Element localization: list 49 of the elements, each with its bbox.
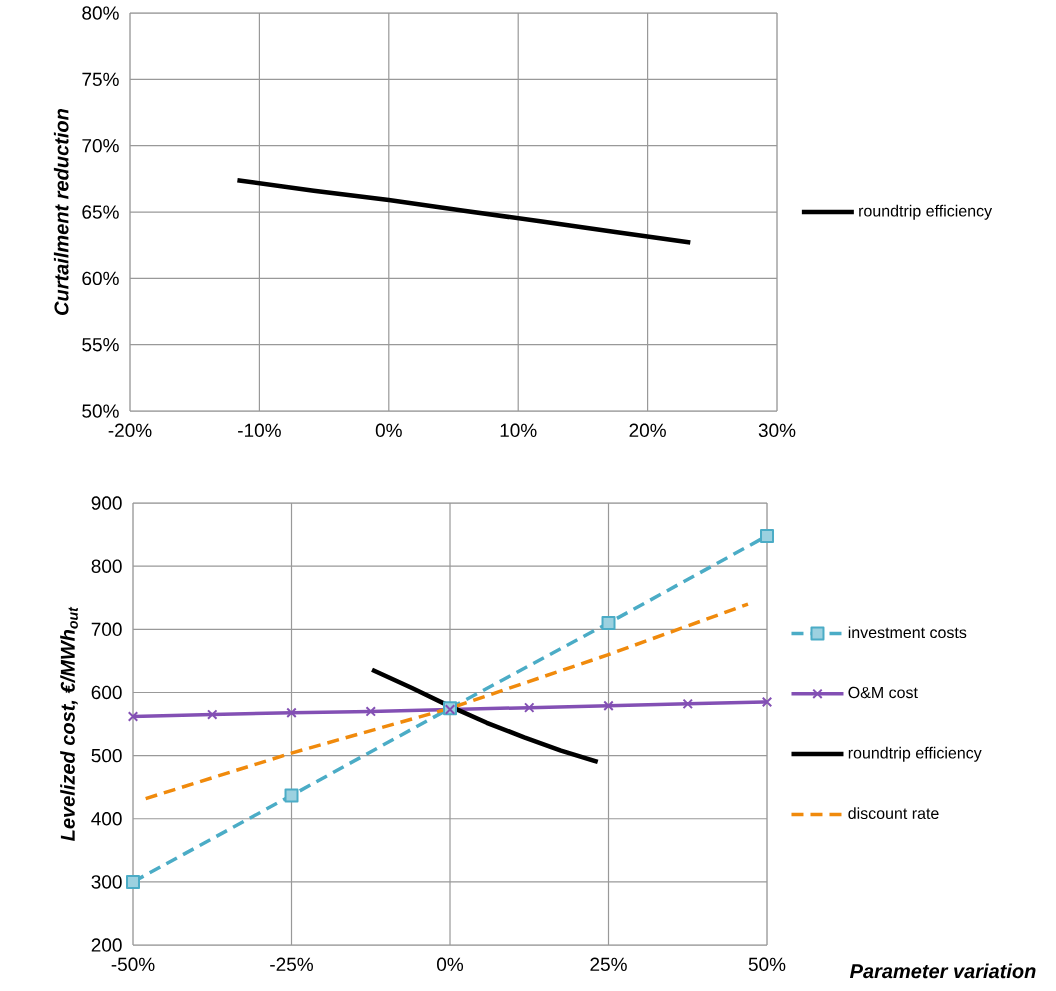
x-tick-label: 50% bbox=[748, 957, 786, 972]
y-tick-label: 50% bbox=[82, 404, 119, 418]
y-tick-label: 600 bbox=[91, 685, 122, 700]
point bbox=[761, 696, 773, 708]
y-axis-title: Curtailment reduction bbox=[53, 109, 69, 315]
point bbox=[603, 700, 614, 711]
y-tick-label: 55% bbox=[82, 338, 119, 352]
y-tick-label: 200 bbox=[91, 938, 122, 952]
y-axis-title: Levelized cost, €/MWh$_{out}$ bbox=[60, 606, 78, 841]
point bbox=[207, 709, 218, 720]
point bbox=[760, 528, 775, 543]
y-tick-label: 700 bbox=[91, 622, 122, 637]
point bbox=[682, 698, 693, 710]
x-tick-label: 0% bbox=[437, 957, 464, 972]
x-tick-label: -50% bbox=[111, 957, 155, 972]
y-tick-label: 900 bbox=[91, 496, 122, 510]
point bbox=[127, 711, 139, 722]
line-series bbox=[143, 602, 750, 801]
x-tick-label: -25% bbox=[270, 957, 313, 972]
legend-label: discount rate bbox=[848, 807, 939, 820]
y-tick-label: 75% bbox=[82, 72, 119, 87]
point bbox=[601, 616, 616, 630]
legend-label: investment costs bbox=[848, 626, 967, 639]
y-tick-label: 500 bbox=[91, 748, 122, 763]
x-tick-label: -20% bbox=[108, 423, 152, 438]
point bbox=[524, 702, 535, 713]
x-tick-label: 25% bbox=[590, 957, 627, 972]
legend-label: roundtrip efficiency bbox=[848, 746, 982, 762]
x-tick-label: 20% bbox=[629, 423, 666, 438]
line-series bbox=[235, 177, 693, 245]
point bbox=[365, 706, 376, 717]
legend-label: O&M cost bbox=[848, 686, 918, 699]
y-tick-label: 300 bbox=[91, 875, 122, 889]
x-tick-label: 0% bbox=[375, 423, 402, 438]
x-tick-label: 30% bbox=[758, 423, 796, 438]
point bbox=[126, 874, 140, 889]
y-tick-label: 400 bbox=[91, 812, 122, 826]
y-tick-label: 70% bbox=[82, 138, 119, 153]
point bbox=[286, 707, 297, 718]
x-axis-title: Parameter variation bbox=[849, 963, 1036, 979]
legend-label: roundtrip efficiency bbox=[859, 204, 993, 220]
x-tick-label: 10% bbox=[500, 423, 537, 438]
y-tick-label: 800 bbox=[91, 559, 122, 573]
y-tick-label: 65% bbox=[82, 205, 119, 219]
y-tick-label: 60% bbox=[82, 271, 119, 286]
point bbox=[284, 788, 299, 803]
x-tick-label: -10% bbox=[238, 423, 281, 438]
line-series bbox=[369, 667, 600, 765]
y-tick-label: 80% bbox=[82, 6, 119, 20]
